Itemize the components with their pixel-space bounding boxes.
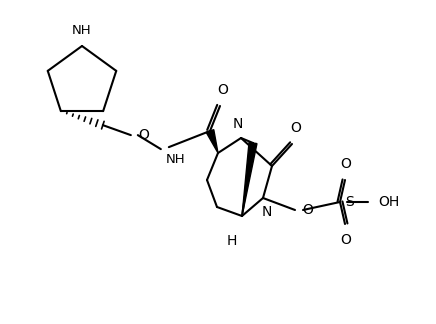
Text: O: O xyxy=(341,157,351,171)
Text: O: O xyxy=(218,83,228,97)
Text: N: N xyxy=(233,117,243,131)
Polygon shape xyxy=(206,130,218,153)
Text: OH: OH xyxy=(378,195,399,209)
Polygon shape xyxy=(242,143,257,216)
Text: NH: NH xyxy=(72,24,92,37)
Text: S: S xyxy=(345,195,354,209)
Text: H: H xyxy=(227,234,237,248)
Text: O: O xyxy=(290,121,301,135)
Text: O: O xyxy=(341,233,351,247)
Text: N: N xyxy=(262,205,272,219)
Text: NH: NH xyxy=(166,153,185,166)
Text: O: O xyxy=(302,203,313,217)
Text: O: O xyxy=(138,128,149,142)
